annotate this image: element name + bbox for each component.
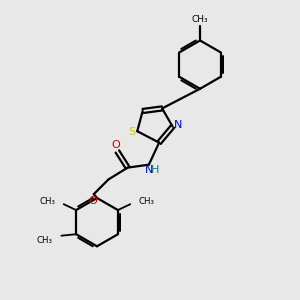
- Text: H: H: [151, 165, 160, 175]
- Text: O: O: [112, 140, 120, 150]
- Text: N: N: [174, 120, 183, 130]
- Text: CH₃: CH₃: [40, 197, 56, 206]
- Text: N: N: [145, 165, 153, 175]
- Text: S: S: [128, 128, 136, 137]
- Text: O: O: [89, 196, 98, 206]
- Text: CH₃: CH₃: [37, 236, 52, 244]
- Text: CH₃: CH₃: [192, 15, 208, 24]
- Text: CH₃: CH₃: [138, 197, 154, 206]
